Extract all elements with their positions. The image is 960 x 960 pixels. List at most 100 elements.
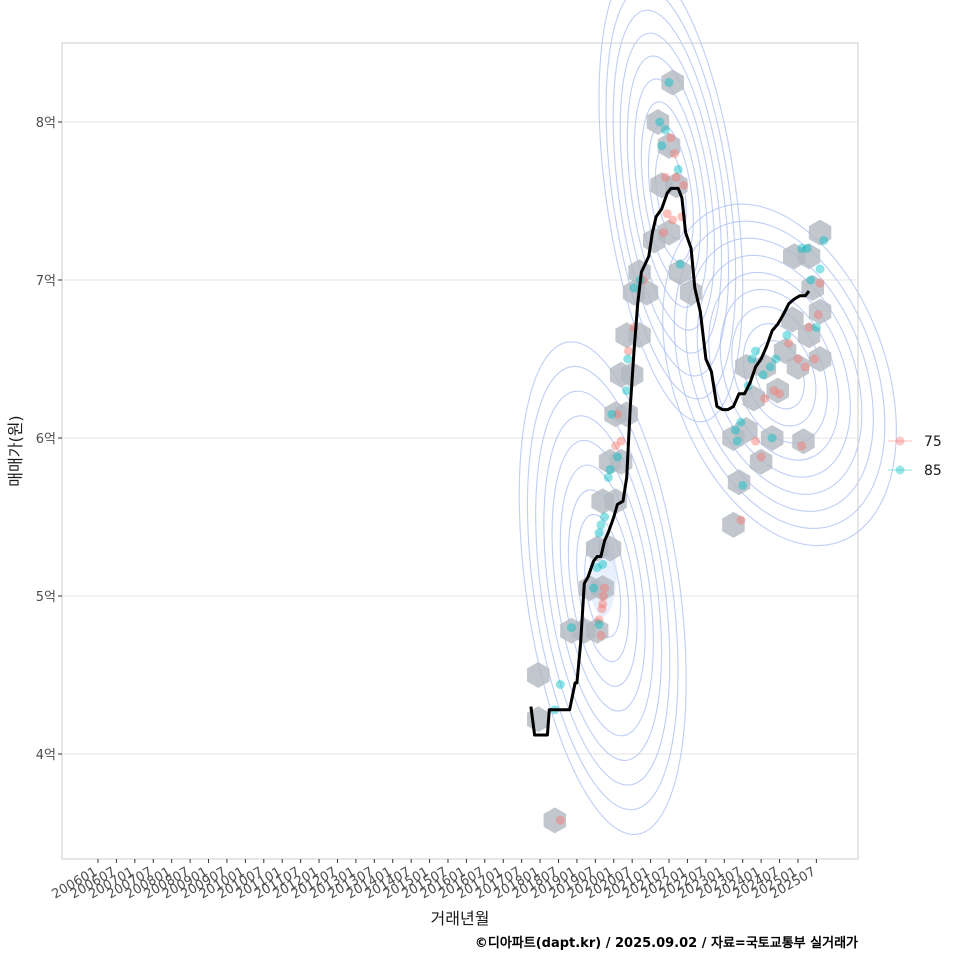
data-point-75 (813, 310, 823, 320)
density-contour (535, 390, 671, 786)
data-point-75 (597, 604, 607, 614)
data-point-85 (771, 354, 781, 364)
data-point-75 (662, 209, 672, 219)
data-point-85 (555, 679, 565, 689)
hex-bin (749, 448, 773, 475)
hex-bin (760, 425, 784, 451)
density-contour (673, 220, 886, 529)
data-point-75 (612, 409, 622, 419)
density-contour (619, 32, 723, 354)
density-contour (518, 341, 687, 835)
data-point-85 (566, 623, 576, 633)
data-point-75 (611, 441, 621, 451)
x-axis-title: 거래년월 (431, 909, 490, 928)
density-contour (662, 203, 897, 547)
hex-bin (808, 298, 832, 325)
data-point-85 (607, 409, 617, 419)
legend-label-85: 85 (924, 463, 942, 479)
data-point-75 (660, 172, 670, 182)
data-point-75 (594, 615, 604, 625)
data-point-85 (765, 362, 775, 372)
data-point-85 (594, 619, 604, 629)
data-point-85 (815, 264, 825, 274)
data-point-85 (782, 330, 792, 340)
density-contour (559, 464, 646, 712)
data-point-75 (679, 180, 689, 190)
data-point-75 (666, 133, 676, 143)
y-tick-label: 5억 (36, 590, 56, 605)
y-axis-title: 매매가(원) (6, 415, 25, 486)
data-point-85 (675, 259, 685, 269)
data-point-85 (819, 236, 829, 245)
hex-bin (527, 662, 550, 688)
data-point-75 (616, 436, 626, 446)
data-point-75 (804, 322, 814, 332)
data-point-85 (603, 473, 613, 482)
data-point-75 (810, 354, 820, 364)
legend: 75 85 (888, 434, 942, 479)
hex-bin (797, 322, 821, 349)
density-contour (598, 0, 744, 423)
hex-bin (657, 132, 681, 159)
data-point-75 (600, 583, 610, 593)
hex-bin (646, 109, 670, 135)
hex-bin (773, 338, 797, 365)
scatter-points (550, 78, 829, 825)
data-point-85 (664, 78, 674, 87)
hex-bin (781, 306, 804, 333)
data-point-85 (673, 164, 683, 174)
data-point-85 (612, 452, 622, 462)
hex-bin (665, 172, 688, 199)
data-point-75 (670, 149, 680, 159)
data-point-85 (592, 563, 602, 573)
density-contour (567, 489, 638, 687)
data-point-85 (738, 480, 748, 490)
legend-key-point-75 (895, 436, 905, 446)
data-point-85 (747, 354, 757, 364)
plot-frame (61, 42, 859, 860)
data-point-75 (623, 346, 633, 356)
data-point-75 (756, 452, 766, 462)
x-axis-ticks: 2006012006072007012007072008012008072009… (50, 859, 818, 902)
hex-bin (808, 219, 832, 246)
hex-bin (585, 617, 609, 644)
data-point-75 (596, 631, 606, 640)
hex-bin (766, 377, 789, 404)
hex-bin (615, 401, 638, 428)
legend-item-75: 75 (888, 434, 942, 450)
hex-bin (604, 488, 627, 515)
legend-label-75: 75 (924, 434, 942, 450)
data-point-85 (736, 417, 746, 427)
density-contour (605, 0, 737, 400)
density-contour (612, 9, 730, 377)
hex-bin (661, 69, 684, 96)
trend-line (529, 186, 811, 737)
data-point-75 (800, 362, 810, 372)
data-point-75 (775, 389, 785, 399)
grid (62, 121, 858, 755)
legend-key-point-85 (895, 465, 905, 475)
hex-bin (543, 807, 567, 834)
data-point-85 (622, 386, 632, 396)
data-point-85 (732, 436, 742, 446)
density-contour (543, 415, 663, 761)
data-point-85 (623, 354, 633, 364)
data-point-85 (629, 283, 639, 293)
source-caption: ©디아파트(dapt.kr) / 2025.09.02 / 자료=국토교통부 실… (475, 935, 858, 951)
data-point-75 (769, 386, 779, 396)
hex-bin (668, 259, 692, 286)
y-axis-ticks: 4억 5억 6억 7억 8억 (36, 116, 62, 763)
hex-bin (722, 511, 745, 538)
data-point-85 (588, 583, 598, 593)
data-point-75 (598, 599, 608, 609)
data-point-75 (793, 354, 803, 364)
data-point-85 (758, 370, 768, 380)
hex-bins (527, 69, 832, 834)
data-point-85 (594, 528, 604, 538)
hex-bin (727, 469, 751, 496)
density-contour (708, 271, 851, 478)
hex-bin (635, 279, 659, 306)
hex-bin (786, 353, 810, 380)
